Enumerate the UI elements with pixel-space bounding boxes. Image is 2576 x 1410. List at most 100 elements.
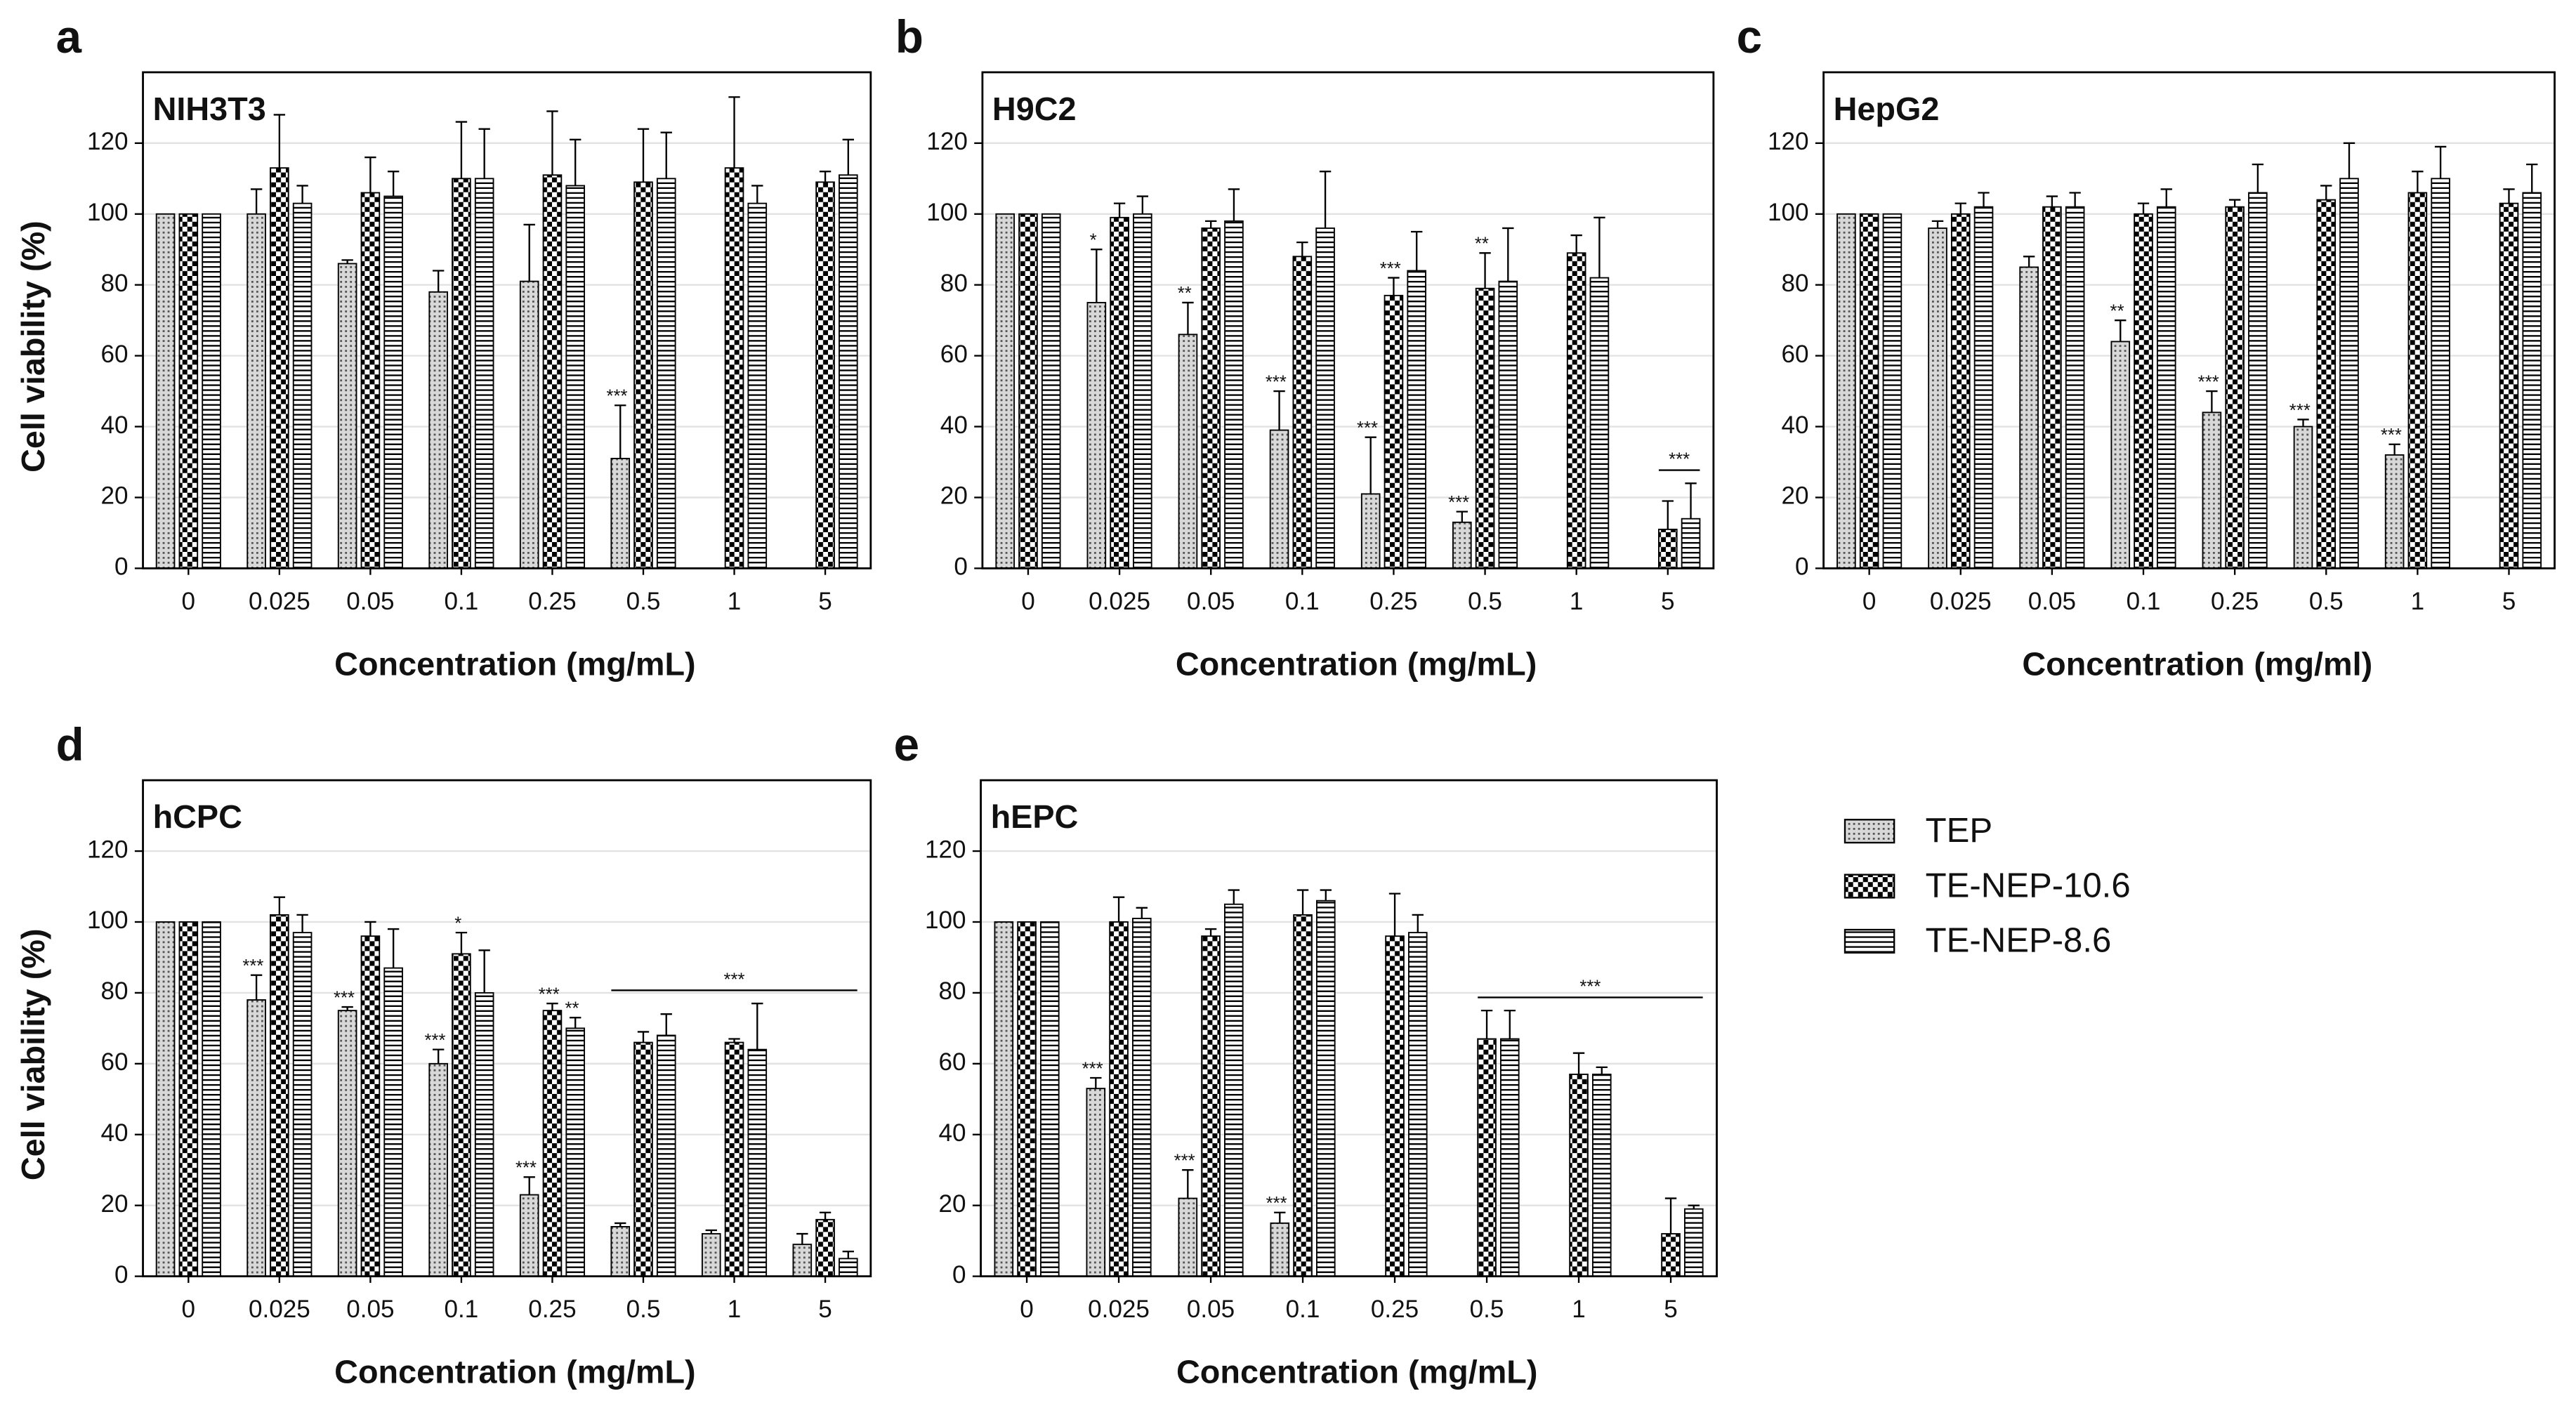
y-tick-label: 120 xyxy=(1768,128,1809,155)
error-bar xyxy=(2137,202,2150,214)
legend: TEP TE-NEP-10.6 TE-NEP-8.6 xyxy=(1844,812,2131,960)
x-tick-label: 0.025 xyxy=(1088,1296,1150,1323)
error-bar xyxy=(478,949,490,993)
significance-label: * xyxy=(1090,231,1097,251)
y-tick-label: 100 xyxy=(87,907,129,934)
legend-swatch xyxy=(1844,819,1895,844)
bar xyxy=(1224,220,1244,569)
error-bar xyxy=(637,1031,650,1043)
significance-label: *** xyxy=(607,387,628,407)
bar xyxy=(178,213,199,569)
error-bar xyxy=(1090,1076,1102,1089)
panel-letter: c xyxy=(1737,11,1762,62)
significance-label: ** xyxy=(1475,235,1489,254)
bar xyxy=(1086,1088,1106,1277)
error-bar xyxy=(728,96,740,169)
error-bar xyxy=(2434,145,2447,179)
error-bar xyxy=(2412,171,2424,193)
bar xyxy=(2407,192,2428,569)
bar xyxy=(610,1226,631,1277)
error-bar xyxy=(1664,1197,1677,1234)
significance-label: *** xyxy=(1266,372,1287,392)
y-axis-label: Cell viability (%) xyxy=(15,220,51,473)
bar xyxy=(1292,256,1313,569)
error-bar xyxy=(546,1002,558,1011)
bar xyxy=(428,291,448,569)
plot-frame xyxy=(1822,71,2556,569)
bar xyxy=(565,185,586,569)
y-tick-label: 40 xyxy=(940,411,968,439)
error-bar xyxy=(1412,914,1424,933)
error-bar xyxy=(455,931,468,954)
x-axis-label: Concentration (mg/mL) xyxy=(334,645,695,682)
x-tick-label: 0.25 xyxy=(2211,588,2259,615)
error-bar xyxy=(1228,188,1240,221)
bar xyxy=(1589,277,1610,569)
bar xyxy=(815,181,835,569)
x-tick-label: 1 xyxy=(728,588,742,615)
significance-label: *** xyxy=(1174,1152,1195,1171)
bar xyxy=(1569,1074,1589,1277)
error-bar xyxy=(2503,188,2515,204)
significance-label: *** xyxy=(539,984,560,1004)
error-bar xyxy=(1319,171,1332,228)
error-bar xyxy=(705,1229,717,1234)
chart-title: HepG2 xyxy=(1834,91,1940,127)
x-tick-label: 0 xyxy=(182,1296,196,1323)
bar xyxy=(202,213,221,569)
bar xyxy=(2316,199,2337,569)
significance-label: ** xyxy=(1178,284,1192,303)
error-bar xyxy=(842,138,855,176)
error-bar xyxy=(1978,192,1990,207)
error-bar xyxy=(1479,252,1491,289)
y-tick-label: 60 xyxy=(940,341,968,368)
bar xyxy=(2225,206,2245,569)
bar xyxy=(1859,213,1879,569)
bar xyxy=(2339,178,2359,569)
bar xyxy=(2156,206,2176,569)
significance-label: * xyxy=(454,914,461,933)
error-bar xyxy=(341,259,353,264)
x-axis-label: Concentration (mg/mL) xyxy=(1176,1354,1537,1390)
significance-label: *** xyxy=(2198,372,2219,392)
bar xyxy=(2522,192,2542,569)
x-tick-label: 0.05 xyxy=(346,1296,394,1323)
bar xyxy=(360,935,381,1277)
x-tick-label: 1 xyxy=(1570,588,1584,615)
error-bar xyxy=(660,131,672,179)
bar xyxy=(815,1218,835,1277)
significance-label: *** xyxy=(1579,977,1601,996)
error-bar xyxy=(1596,1066,1608,1074)
bar xyxy=(1661,1233,1681,1277)
y-tick-label: 100 xyxy=(926,199,968,226)
error-bar xyxy=(1091,249,1103,303)
plot-frame xyxy=(142,779,872,1277)
x-tick-label: 0.025 xyxy=(249,588,310,615)
error-bar xyxy=(1204,928,1217,937)
significance-label: *** xyxy=(515,1159,537,1178)
significance-label: *** xyxy=(724,970,745,989)
y-tick-label: 120 xyxy=(925,836,966,863)
error-bar xyxy=(1274,1211,1286,1223)
bar xyxy=(452,953,471,1277)
significance-label: *** xyxy=(1266,1194,1287,1213)
bar xyxy=(1950,213,1971,569)
bar xyxy=(2293,426,2313,569)
error-bar xyxy=(250,188,263,214)
bar xyxy=(995,213,1016,569)
bar xyxy=(1270,1222,1290,1277)
x-tick-label: 0.25 xyxy=(528,1296,576,1323)
error-bar xyxy=(615,404,626,459)
error-bar xyxy=(273,896,286,915)
error-bar xyxy=(1662,500,1674,529)
error-bar xyxy=(615,1222,626,1227)
error-bar xyxy=(1205,220,1217,228)
error-bar xyxy=(637,128,650,183)
bar xyxy=(724,1041,744,1277)
error-bar xyxy=(2160,188,2172,207)
x-tick-label: 0.25 xyxy=(1371,1296,1419,1323)
x-tick-label: 0.1 xyxy=(2127,588,2161,615)
error-bar xyxy=(296,914,308,933)
